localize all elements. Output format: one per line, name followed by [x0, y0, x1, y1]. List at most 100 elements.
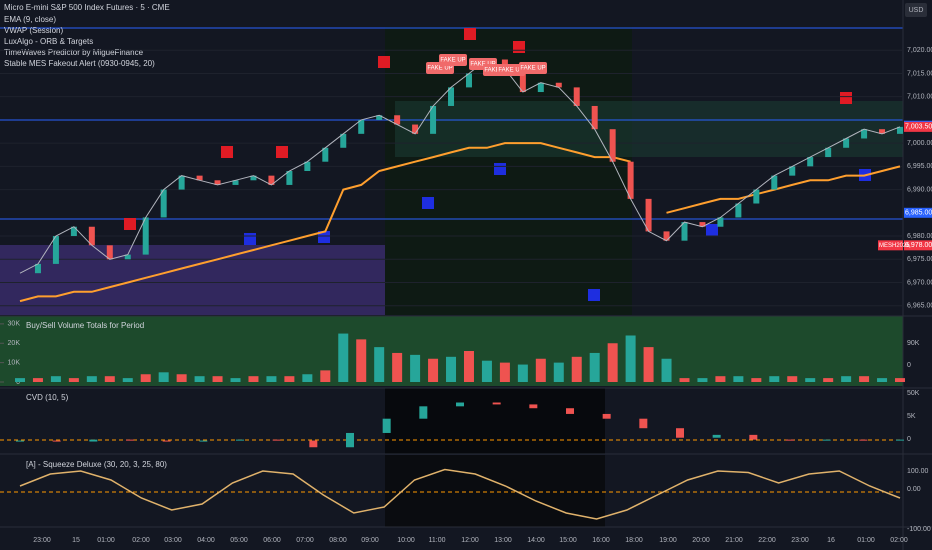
volume-bar [895, 378, 905, 382]
volume-bar [553, 362, 564, 382]
volume-bar [104, 376, 115, 382]
candle [160, 189, 167, 218]
cvd-candle [272, 439, 281, 441]
ema-line [19, 58, 901, 274]
time-label: 15:00 [559, 537, 577, 544]
candle [537, 82, 544, 93]
volume-bar [212, 376, 223, 382]
volume-tick: 30K [8, 321, 21, 328]
candle [142, 217, 149, 255]
volume-bar [517, 364, 528, 382]
price-label-box [904, 240, 932, 251]
cvd-candle [786, 439, 794, 441]
indicator-label: VWAP (Session) [4, 26, 63, 35]
time-label: 06:00 [263, 537, 281, 544]
volume-bar [50, 376, 61, 382]
vwap-line [19, 142, 901, 303]
cvd-candle [749, 434, 758, 440]
indicator-label: EMA (9, close) [4, 15, 56, 24]
candle [394, 115, 401, 125]
time-label: 10:00 [397, 537, 415, 544]
cvd-candle [896, 439, 904, 441]
cvd-candle [822, 439, 831, 441]
cvd-candle [346, 432, 354, 448]
cvd-candle [419, 406, 428, 419]
candle [879, 129, 886, 134]
fake-box [439, 54, 467, 66]
candle [286, 171, 293, 185]
candle [699, 222, 706, 227]
candle [627, 161, 634, 199]
time-label: 08:00 [329, 537, 347, 544]
candle [861, 129, 868, 139]
cvd-candle [566, 408, 574, 414]
time-label: 23:00 [33, 537, 51, 544]
candle [843, 138, 850, 148]
volume-bar [499, 362, 510, 382]
time-label: 05:00 [230, 537, 248, 544]
cvd-candle [529, 404, 538, 409]
volume-bar [787, 376, 798, 382]
candle [322, 147, 329, 162]
fake-label: FAKE UP [498, 68, 523, 74]
cvd-candle [492, 402, 501, 405]
cvd-candle [52, 440, 61, 442]
time-label: 16 [827, 537, 835, 544]
time-label: 04:00 [197, 537, 215, 544]
volume-bar [661, 358, 672, 382]
volume-bar [86, 376, 97, 382]
indicator-label: LuxAlgo - ORB & Targets [4, 37, 93, 46]
candle [430, 105, 437, 134]
price-label-box [904, 121, 932, 132]
currency: USD [909, 7, 924, 14]
time-label: 16:00 [592, 537, 610, 544]
candle [34, 263, 41, 274]
pane-title: Buy/Sell Volume Totals for Period [26, 321, 144, 330]
time-label: 02:00 [132, 537, 150, 544]
currency-box[interactable] [905, 3, 927, 17]
volume-bar [535, 358, 546, 382]
time-label: 14:00 [527, 537, 545, 544]
volume-tick: 0 [16, 379, 20, 386]
candle [753, 189, 760, 204]
fake-box [497, 64, 525, 76]
cvd-tick: 0 [907, 436, 911, 443]
cvd-candle [236, 439, 244, 441]
symbol-tag: MESH2026 [879, 243, 910, 249]
candle [825, 147, 832, 158]
volume-bar [446, 356, 457, 382]
volume-bar [122, 378, 133, 382]
candle [789, 166, 796, 176]
candle [304, 161, 311, 171]
cvd-candle [639, 418, 648, 429]
volume-bar [481, 360, 492, 382]
cvd-candle [309, 440, 318, 448]
candle [106, 245, 113, 260]
time-label: 01:00 [97, 537, 115, 544]
volume-bar [410, 354, 421, 382]
price-label: 6,978.00 [905, 242, 932, 249]
volume-bar [841, 376, 852, 382]
candle [340, 133, 347, 148]
fake-label: FAKE UP [470, 62, 495, 68]
volume-bar [248, 376, 259, 382]
price-label-box [904, 207, 932, 218]
volume-tick: 10K [8, 359, 21, 366]
volume-bar [230, 378, 241, 382]
fake-box [519, 62, 547, 74]
candle [178, 175, 185, 190]
volume-bar [392, 352, 403, 382]
volume-bar [877, 378, 888, 382]
time-label: 11:00 [429, 537, 446, 544]
volume-bar [859, 376, 870, 382]
volume-bar [823, 378, 834, 382]
time-label: 01:00 [857, 537, 875, 544]
candle [609, 129, 616, 162]
volume-bar [176, 374, 187, 382]
price-tick: 7,010.00 [907, 94, 932, 101]
candle [771, 175, 778, 190]
indicator-label: Stable MES Fakeout Alert (0930-0945, 20) [4, 59, 155, 68]
time-label: 07:00 [296, 537, 314, 544]
pane-title: [A] - Squeeze Deluxe (30, 20, 3, 25, 80) [26, 460, 167, 469]
volume-bar [679, 378, 690, 382]
